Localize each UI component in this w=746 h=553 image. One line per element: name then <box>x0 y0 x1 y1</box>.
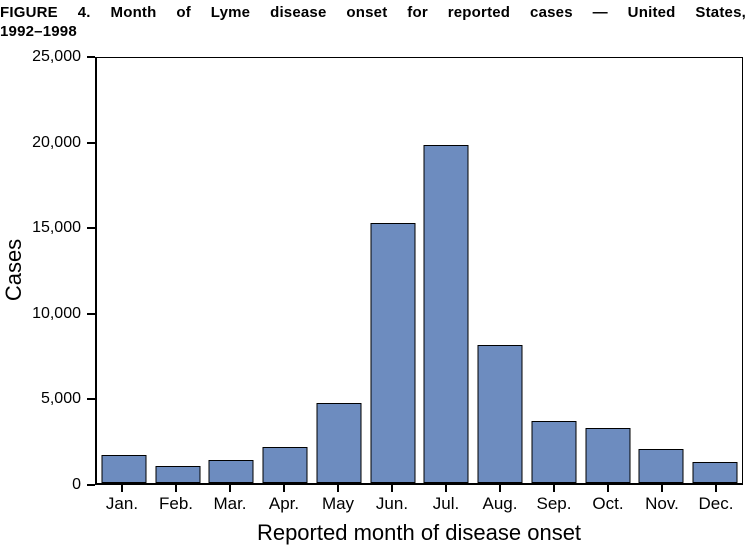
y-axis-tick <box>87 141 95 144</box>
bar-dec <box>692 461 738 483</box>
bar-jul <box>423 144 469 483</box>
x-axis-tick <box>715 485 717 492</box>
x-axis-tick <box>337 485 339 492</box>
x-tick-label-feb: Feb. <box>158 494 194 513</box>
x-axis-title: Reported month of disease onset <box>256 520 582 545</box>
x-tick-label-jun: Jun. <box>375 494 409 513</box>
x-tick-label-aug: Aug. <box>482 494 518 513</box>
figure-title-line2: 1992–1998 <box>0 23 77 40</box>
y-axis-tick <box>87 398 95 401</box>
bar-apr <box>262 447 308 483</box>
x-axis-tick <box>121 485 123 492</box>
y-axis-tick <box>87 56 95 58</box>
y-tick-label-0: 0 <box>72 476 81 493</box>
x-tick-label-dec: Dec. <box>698 494 734 513</box>
y-tick-label-10000: 10,000 <box>32 304 81 322</box>
y-tick-label-25000: 25,000 <box>32 48 81 65</box>
bar-oct <box>585 427 631 483</box>
x-tick-label-jul: Jul. <box>432 494 460 513</box>
x-tick-label-mar: Mar. <box>213 494 247 513</box>
x-axis-tick <box>229 485 231 492</box>
x-axis-tick <box>661 485 663 492</box>
x-axis-tick <box>553 485 555 492</box>
y-tick-label-5000: 5,000 <box>40 390 81 408</box>
x-tick-label-nov: Nov. <box>645 494 679 513</box>
bar-aug <box>477 345 523 483</box>
y-axis: 0 5,000 10,000 15,000 20,000 25,000 <box>0 49 95 493</box>
x-axis-tick <box>445 485 447 492</box>
x-axis-tick <box>607 485 609 492</box>
figure-title-line1: FIGURE 4. Month of Lyme disease onset fo… <box>0 4 746 21</box>
x-axis-tick <box>283 485 285 492</box>
bar-may <box>316 403 362 483</box>
bar-jan <box>101 454 147 483</box>
bar-feb <box>155 466 201 483</box>
figure-title: FIGURE 4. Month of Lyme disease onset fo… <box>0 3 746 41</box>
plot-area <box>95 57 743 485</box>
bar-mar <box>208 460 254 483</box>
y-tick-label-15000: 15,000 <box>32 219 81 237</box>
bar-sep <box>531 420 577 483</box>
x-tick-label-apr: Apr. <box>268 494 300 513</box>
x-axis: Jan. Feb. Mar. Apr. May Jun. Jul. Aug. Sep. Oct. N… <box>95 485 743 519</box>
y-axis-tick <box>87 312 95 315</box>
x-tick-label-may: May <box>321 494 355 513</box>
y-tick-label-20000: 20,000 <box>32 133 81 151</box>
y-axis-tick <box>87 227 95 230</box>
x-axis-tick <box>391 485 393 492</box>
x-axis-tick <box>175 485 177 492</box>
y-axis-tick <box>87 484 95 486</box>
x-tick-label-sep: Sep. <box>536 494 572 513</box>
bar-nov <box>638 449 684 483</box>
x-axis-tick <box>499 485 501 492</box>
x-tick-label-jan: Jan. <box>105 494 139 513</box>
x-tick-label-oct: Oct. <box>592 494 624 513</box>
bar-jun <box>370 222 416 483</box>
